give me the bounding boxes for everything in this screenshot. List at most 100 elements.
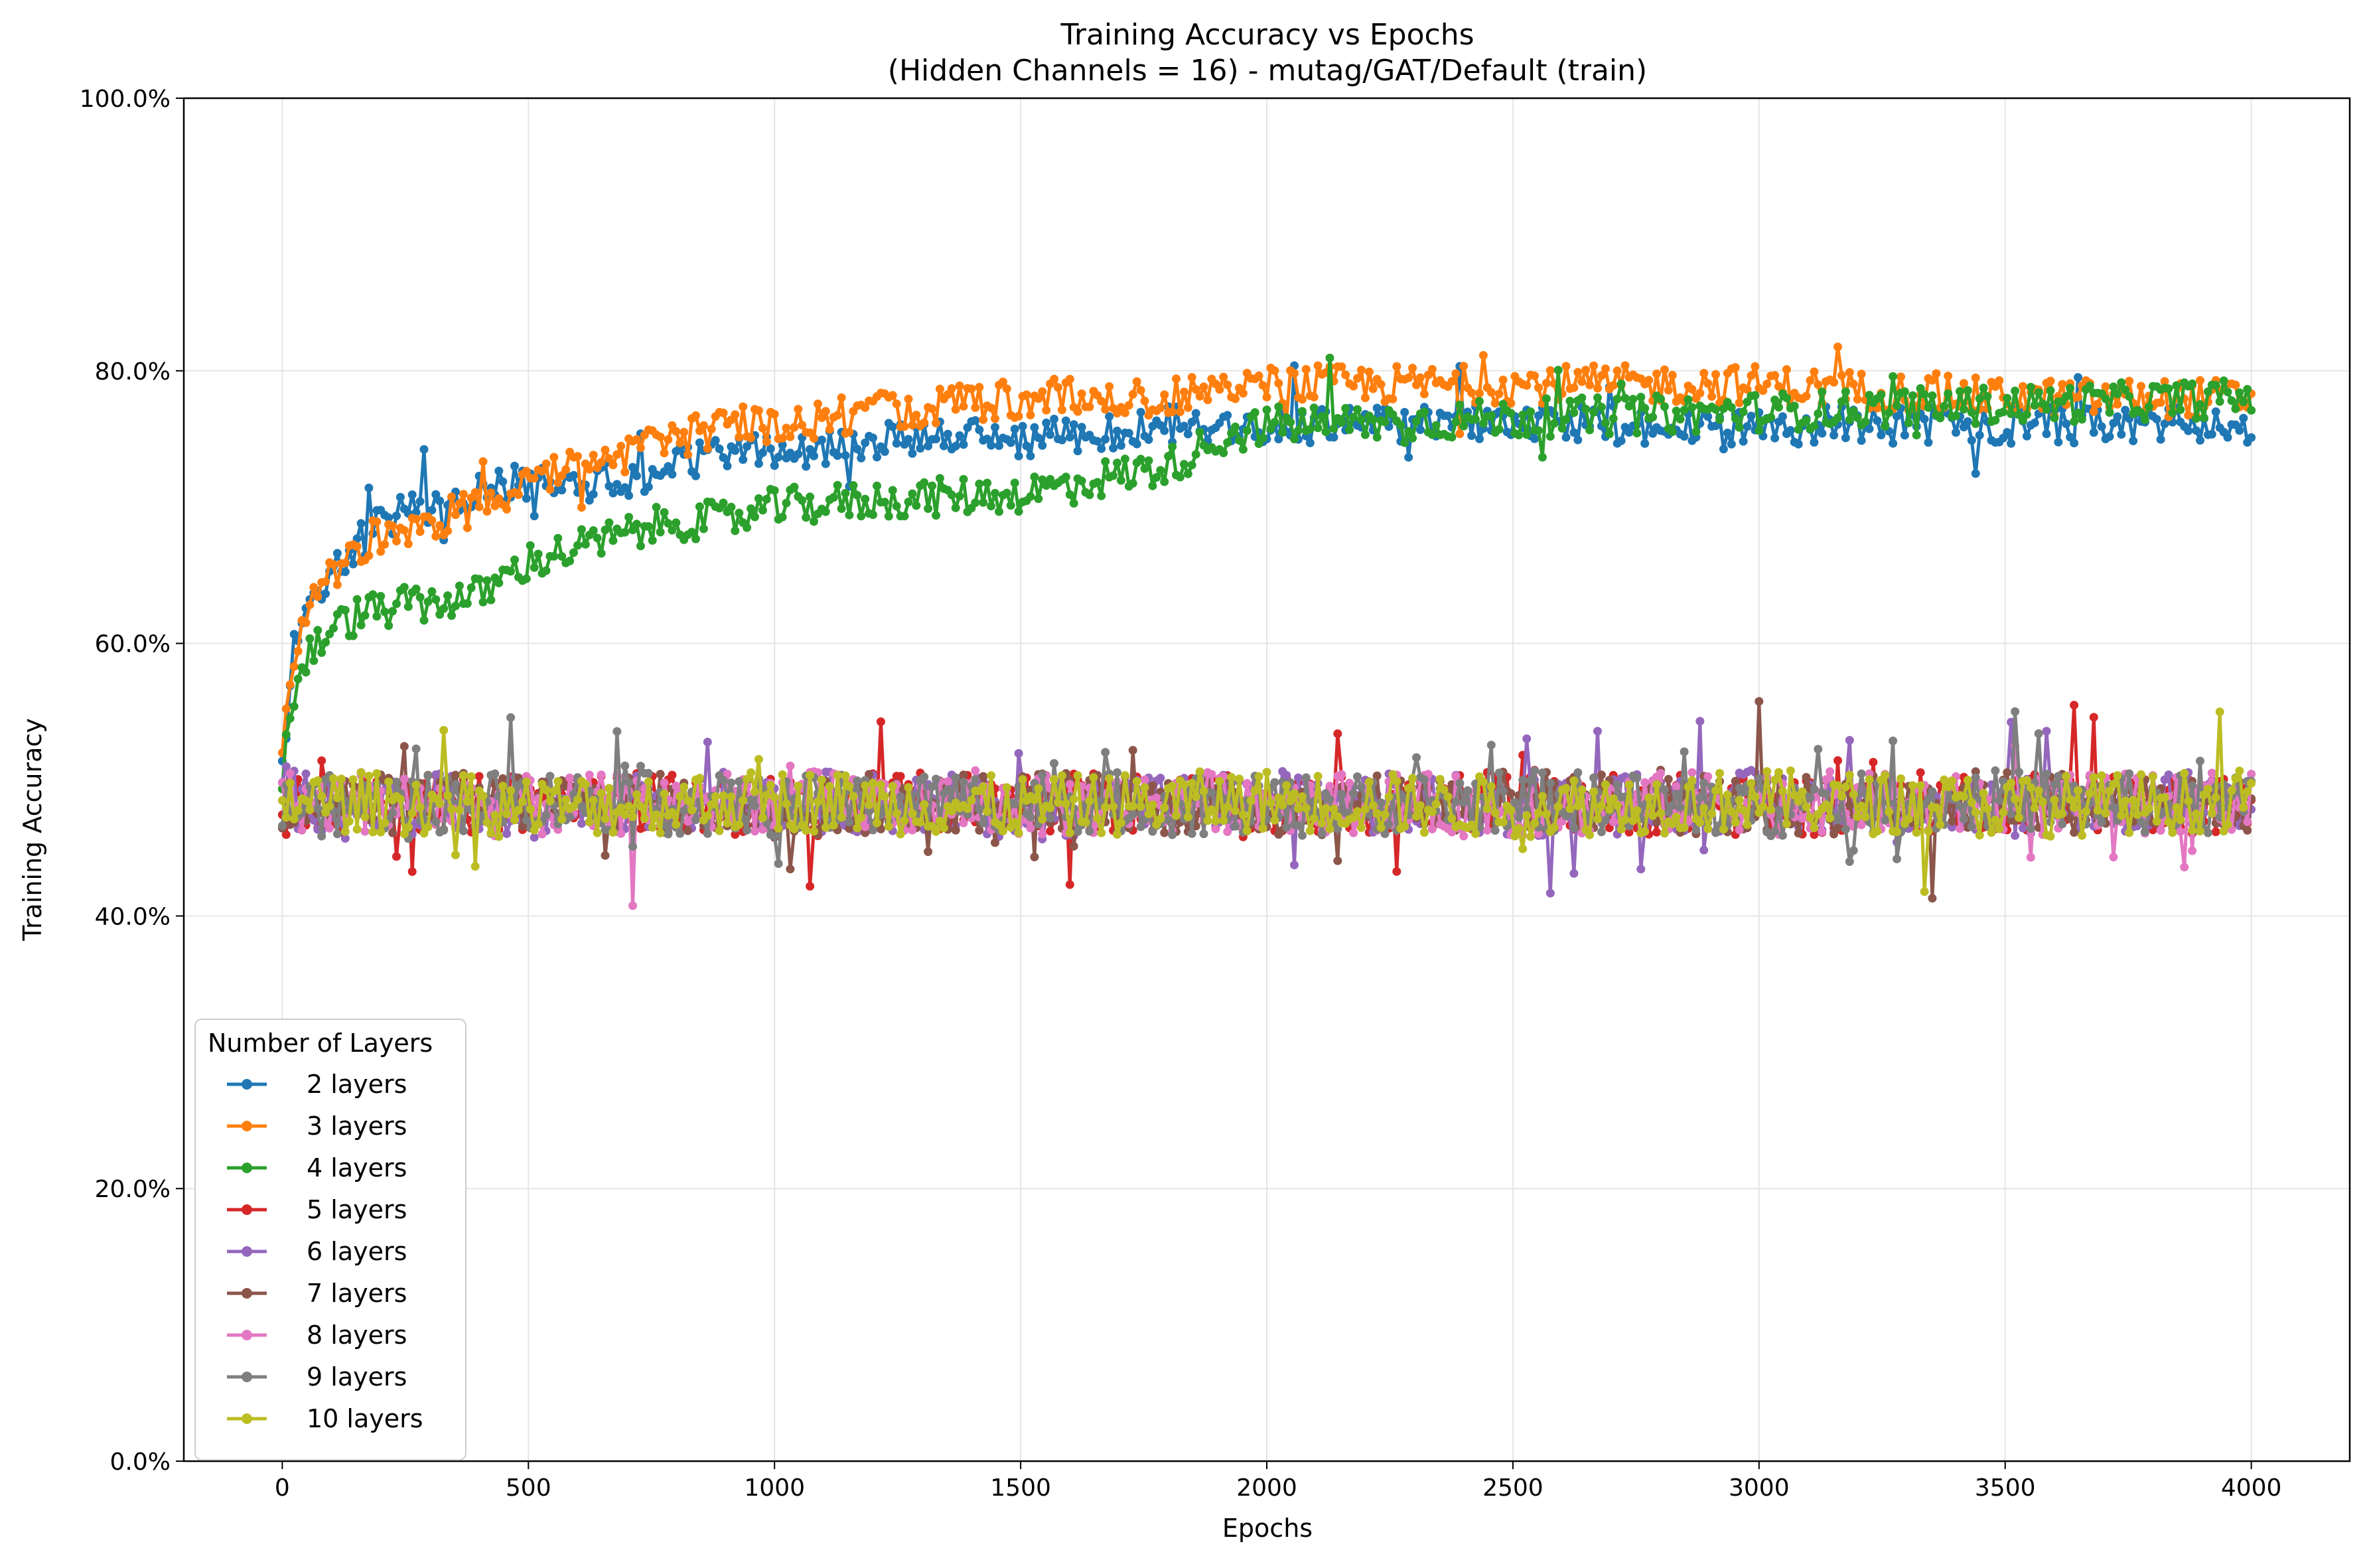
data-point bbox=[837, 813, 846, 822]
data-point bbox=[2156, 825, 2165, 835]
data-point bbox=[573, 795, 582, 804]
data-point bbox=[407, 809, 417, 818]
data-point bbox=[1490, 399, 1500, 408]
data-point bbox=[545, 485, 555, 494]
data-point bbox=[522, 816, 531, 825]
data-point bbox=[1006, 501, 1015, 510]
data-point bbox=[1885, 408, 1894, 417]
data-point bbox=[636, 541, 645, 551]
data-point bbox=[2125, 376, 2134, 386]
data-point bbox=[1755, 697, 1764, 706]
data-point bbox=[1325, 782, 1334, 791]
data-point bbox=[1664, 774, 1673, 784]
data-point bbox=[1120, 455, 1129, 464]
data-point bbox=[1081, 818, 1090, 827]
data-point bbox=[762, 790, 771, 800]
data-point bbox=[1924, 827, 1933, 836]
data-point bbox=[951, 503, 960, 512]
legend-item: 6 layers bbox=[227, 1237, 407, 1266]
data-point bbox=[392, 599, 401, 608]
data-point bbox=[1869, 758, 1878, 767]
data-point bbox=[1148, 781, 1157, 790]
data-point bbox=[392, 536, 401, 545]
x-axis-label: Epochs bbox=[1222, 1514, 1313, 1543]
data-point bbox=[719, 776, 728, 785]
data-point bbox=[1565, 804, 1575, 814]
data-point bbox=[360, 812, 370, 821]
data-point bbox=[754, 459, 763, 468]
data-point bbox=[380, 539, 390, 549]
data-point bbox=[1703, 379, 1713, 388]
data-point bbox=[857, 512, 866, 521]
data-point bbox=[1183, 429, 1192, 439]
data-point bbox=[1010, 478, 1019, 488]
data-point bbox=[1404, 373, 1413, 382]
data-point bbox=[1557, 423, 1567, 433]
data-point bbox=[2152, 415, 2161, 424]
data-point bbox=[2211, 793, 2220, 802]
data-point bbox=[1455, 429, 1465, 439]
data-point bbox=[553, 478, 563, 487]
data-point bbox=[1183, 403, 1192, 412]
data-point bbox=[664, 829, 673, 839]
data-point bbox=[1093, 478, 1102, 487]
data-point bbox=[1597, 371, 1606, 380]
data-point bbox=[1211, 824, 1220, 833]
data-point bbox=[573, 452, 582, 461]
data-point bbox=[955, 431, 964, 440]
data-point bbox=[1691, 825, 1701, 835]
data-point bbox=[975, 425, 984, 435]
data-point bbox=[1494, 425, 1504, 434]
data-point bbox=[1026, 812, 1035, 821]
data-point bbox=[1168, 830, 1177, 839]
data-point bbox=[1313, 423, 1323, 433]
data-point bbox=[2085, 789, 2094, 798]
data-point bbox=[301, 769, 311, 778]
data-point bbox=[806, 492, 815, 502]
data-point bbox=[1467, 388, 1476, 397]
data-point bbox=[1191, 450, 1200, 459]
data-point bbox=[1640, 439, 1650, 448]
data-point bbox=[1561, 433, 1571, 442]
data-point bbox=[814, 399, 822, 409]
data-point bbox=[652, 502, 661, 512]
data-point bbox=[443, 526, 453, 535]
data-point bbox=[1593, 384, 1602, 393]
data-point bbox=[1203, 395, 1212, 405]
data-point bbox=[1699, 804, 1709, 813]
data-point bbox=[1101, 748, 1110, 757]
data-point bbox=[991, 838, 999, 847]
data-point bbox=[1337, 790, 1346, 799]
data-point bbox=[841, 451, 850, 460]
data-point bbox=[1814, 409, 1823, 418]
data-point bbox=[1317, 819, 1327, 827]
data-point bbox=[597, 789, 606, 798]
data-point bbox=[1711, 828, 1720, 837]
data-point bbox=[1478, 777, 1488, 786]
data-point bbox=[1113, 830, 1121, 839]
data-point bbox=[971, 766, 980, 775]
data-point bbox=[1282, 781, 1291, 790]
data-point bbox=[470, 862, 480, 871]
data-point bbox=[2117, 430, 2126, 439]
data-point bbox=[1790, 401, 1799, 411]
data-point bbox=[565, 773, 575, 782]
data-point bbox=[1806, 813, 1815, 822]
data-point bbox=[1975, 431, 1984, 440]
data-point bbox=[1849, 380, 1858, 389]
data-point bbox=[1561, 812, 1571, 821]
data-point bbox=[522, 494, 531, 503]
data-point bbox=[1337, 362, 1346, 372]
data-point bbox=[1014, 828, 1023, 837]
data-point bbox=[2050, 780, 2059, 789]
data-point bbox=[959, 770, 968, 780]
data-point bbox=[975, 825, 984, 835]
data-point bbox=[423, 771, 433, 780]
data-point bbox=[2227, 396, 2236, 405]
data-point bbox=[352, 542, 362, 551]
data-point bbox=[1893, 827, 1901, 837]
data-point bbox=[1105, 774, 1114, 783]
data-point bbox=[534, 549, 543, 559]
data-point bbox=[2097, 818, 2106, 827]
data-point bbox=[1613, 394, 1622, 403]
